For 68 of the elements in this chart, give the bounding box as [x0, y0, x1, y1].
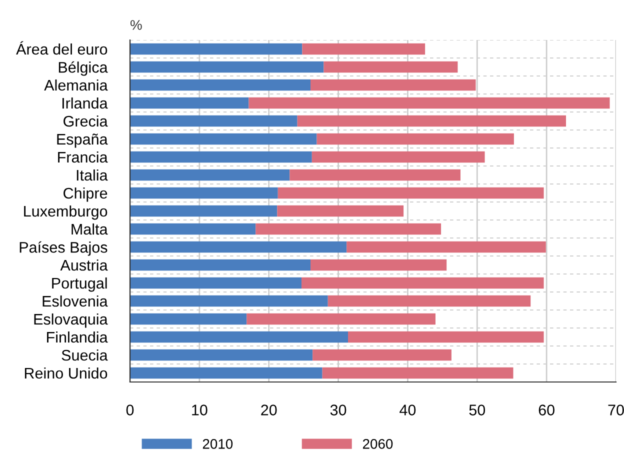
- bar: [130, 331, 348, 343]
- bar: [130, 349, 313, 361]
- bar: [301, 277, 544, 289]
- bar: [290, 169, 460, 181]
- bar: [346, 241, 546, 253]
- y-tick-label: Suecia: [62, 349, 108, 361]
- x-axis-title: %: [130, 20, 142, 30]
- y-tick-label: Alemania: [44, 79, 108, 91]
- y-tick-label: Reino Unido: [24, 367, 108, 379]
- bar: [130, 241, 347, 253]
- y-tick-label: Área del euro: [16, 41, 108, 55]
- bar: [248, 97, 610, 109]
- bar: [310, 79, 476, 91]
- bar: [130, 79, 311, 91]
- x-tick-label: 40: [400, 404, 416, 416]
- y-tick-label: Austria: [60, 259, 108, 271]
- y-tick-label: España: [57, 134, 108, 148]
- bar: [130, 313, 247, 325]
- y-tick-label: Italia: [76, 169, 108, 181]
- bar: [130, 277, 302, 289]
- y-tick-label: Chipre: [64, 187, 108, 202]
- y-tick-label: Finlandia: [47, 331, 108, 343]
- bar: [328, 295, 531, 307]
- x-tick-label: 50: [469, 404, 486, 416]
- bar: [322, 367, 514, 379]
- bar: [130, 223, 256, 235]
- bar: [130, 187, 278, 199]
- y-tick-label: Portugal: [52, 277, 107, 292]
- y-tick-label: Luxemburgo: [24, 205, 108, 220]
- x-tick-label: 10: [192, 404, 208, 416]
- bar: [130, 367, 322, 379]
- bar: [278, 187, 544, 199]
- legend-label: 2010: [202, 439, 233, 449]
- bar: [324, 61, 458, 73]
- y-tick-label: Grecia: [64, 115, 108, 127]
- bar: [310, 259, 447, 271]
- x-tick-label: 60: [538, 404, 554, 416]
- bar: [130, 151, 312, 163]
- bar: [348, 331, 544, 343]
- x-tick-label: 70: [608, 404, 624, 416]
- bar: [130, 169, 290, 181]
- y-tick-label: Malta: [72, 223, 108, 235]
- bar: [130, 115, 298, 127]
- y-tick-label: Países Bajos: [20, 241, 108, 256]
- bar: [130, 205, 278, 217]
- bar: [130, 61, 324, 73]
- bar: [130, 97, 249, 109]
- bar: [297, 115, 566, 127]
- bar: [277, 205, 404, 217]
- legend-label: 2060: [362, 439, 393, 449]
- x-tick-label: 30: [330, 404, 346, 416]
- y-tick-label: Francia: [58, 151, 108, 163]
- y-tick-label: Irlanda: [62, 97, 108, 109]
- bar: [302, 43, 426, 55]
- x-tick-label: 20: [261, 404, 277, 416]
- bar: [312, 349, 452, 361]
- y-tick-label: Eslovenia: [42, 295, 108, 307]
- bar: [246, 313, 436, 325]
- y-tick-label: Bélgica: [58, 61, 108, 76]
- bar: [256, 223, 442, 235]
- bar: [316, 133, 514, 145]
- y-tick-label: Eslovaquia: [34, 313, 108, 328]
- bar: [312, 151, 485, 163]
- bar: [130, 133, 317, 145]
- bar: [130, 43, 302, 55]
- bar: [130, 259, 311, 271]
- bar: [130, 295, 328, 307]
- x-tick-label: 0: [126, 404, 134, 416]
